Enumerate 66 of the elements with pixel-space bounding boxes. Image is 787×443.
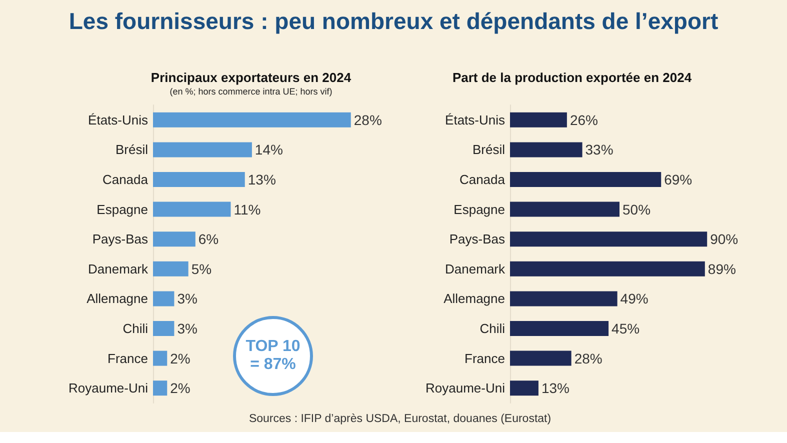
- y-tick-label: France: [108, 350, 148, 366]
- y-tick-label: Chili: [122, 321, 148, 336]
- data-label: 45%: [612, 320, 640, 336]
- y-tick-label: France: [464, 350, 505, 366]
- data-label: 2%: [170, 380, 190, 396]
- data-label: 69%: [664, 172, 692, 188]
- data-label: 49%: [620, 290, 648, 307]
- data-label: 14%: [254, 142, 283, 158]
- y-tick-label: Espagne: [96, 202, 148, 217]
- bar: [153, 232, 196, 247]
- y-tick-label: Pays-Bas: [92, 232, 148, 247]
- bar: [153, 380, 168, 396]
- data-label: 3%: [177, 290, 198, 307]
- bar: [153, 172, 245, 187]
- y-tick-label: Pays-Bas: [449, 232, 506, 247]
- data-label: 28%: [574, 350, 602, 366]
- data-label: 13%: [248, 172, 276, 188]
- chart-title: Principaux exportateurs en 2024: [150, 70, 352, 85]
- data-label: 3%: [177, 320, 198, 336]
- data-label: 26%: [570, 112, 598, 128]
- source-note: Sources : IFIP d’après USDA, Eurostat, douanes (Eurostat): [248, 413, 552, 425]
- data-label: 89%: [708, 260, 736, 277]
- bar: [510, 142, 582, 158]
- chart-subtitle: (en %; hors commerce intra UE; hors vif): [170, 86, 332, 96]
- data-label: 2%: [170, 350, 190, 366]
- bar: [153, 261, 188, 276]
- bar: [510, 112, 567, 128]
- chart-title: Part de la production exportée en 2024: [452, 70, 692, 85]
- bar: [153, 202, 231, 217]
- y-tick-label: Danemark: [445, 261, 506, 276]
- y-tick-label: Brésil: [115, 142, 148, 158]
- bar: [153, 291, 174, 306]
- data-label: 6%: [198, 231, 219, 248]
- data-label: 50%: [622, 201, 651, 218]
- text: Les fournisseurs : peu nombreux et dépendants de l’export: [68, 8, 720, 35]
- bar: [510, 202, 620, 217]
- y-tick-label: États-Unis: [445, 112, 506, 128]
- data-label: 33%: [585, 142, 614, 158]
- y-tick-label: Espagne: [454, 202, 505, 217]
- y-tick-label: Canada: [102, 172, 149, 187]
- data-label: 5%: [191, 260, 212, 277]
- y-tick-label: Allemagne: [444, 291, 505, 306]
- y-tick-label: Danemark: [88, 261, 148, 276]
- data-label: 28%: [354, 112, 382, 128]
- data-label: 11%: [234, 201, 261, 218]
- y-tick-label: Royaume-Uni: [426, 380, 506, 396]
- data-label: 13%: [541, 380, 570, 396]
- bar: [153, 350, 168, 366]
- bar: [510, 232, 708, 247]
- bar: [510, 172, 662, 187]
- bar: [510, 261, 705, 276]
- bar: [153, 142, 252, 158]
- bar: [153, 321, 174, 336]
- y-tick-label: Royaume-Uni: [68, 380, 148, 396]
- annotation: TOP 10 = 87%: [244, 338, 302, 374]
- y-tick-label: Canada: [459, 172, 506, 187]
- y-tick-label: Brésil: [472, 142, 506, 158]
- bar: [510, 350, 572, 366]
- y-tick-label: Allemagne: [86, 291, 148, 306]
- data-label: 90%: [710, 231, 738, 248]
- bar: [510, 291, 618, 306]
- bar: [153, 112, 351, 128]
- bar: [510, 380, 538, 396]
- bar: [510, 321, 609, 336]
- y-tick-label: Chili: [480, 321, 506, 336]
- y-tick-label: États-Unis: [88, 112, 148, 128]
